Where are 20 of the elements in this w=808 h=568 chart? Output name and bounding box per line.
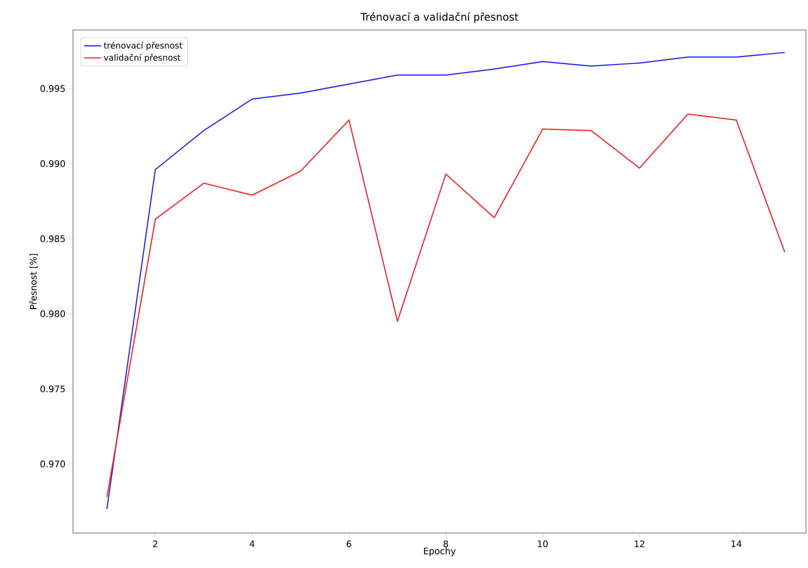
y-tick-label: 0.980: [40, 310, 65, 318]
chart-title: Trénovací a validační přesnost: [360, 12, 518, 23]
line-series: [106, 52, 786, 510]
y-tick-label: 0.990: [40, 160, 65, 168]
y-tick-label: 0.970: [40, 460, 65, 468]
legend-label: validační přesnost: [104, 54, 181, 62]
line-series: [106, 114, 786, 498]
x-tick-label: 2: [153, 540, 158, 548]
y-axis-title: Přesnost [%]: [29, 254, 38, 309]
x-tick-label: 6: [346, 540, 352, 548]
x-tick-label: 14: [732, 540, 742, 547]
x-tick-label: 8: [444, 540, 448, 548]
y-tick-label: 0.985: [40, 235, 65, 242]
x-tick-label: 4: [250, 540, 254, 547]
legend-label: trénovací přesnost: [104, 42, 182, 50]
x-tick-label: 12: [634, 540, 644, 548]
y-tick-label: 0.975: [40, 385, 65, 392]
x-tick-label: 10: [538, 540, 548, 548]
x-axis-title: Epochy: [424, 547, 456, 556]
y-tick-label: 0.995: [40, 85, 65, 92]
